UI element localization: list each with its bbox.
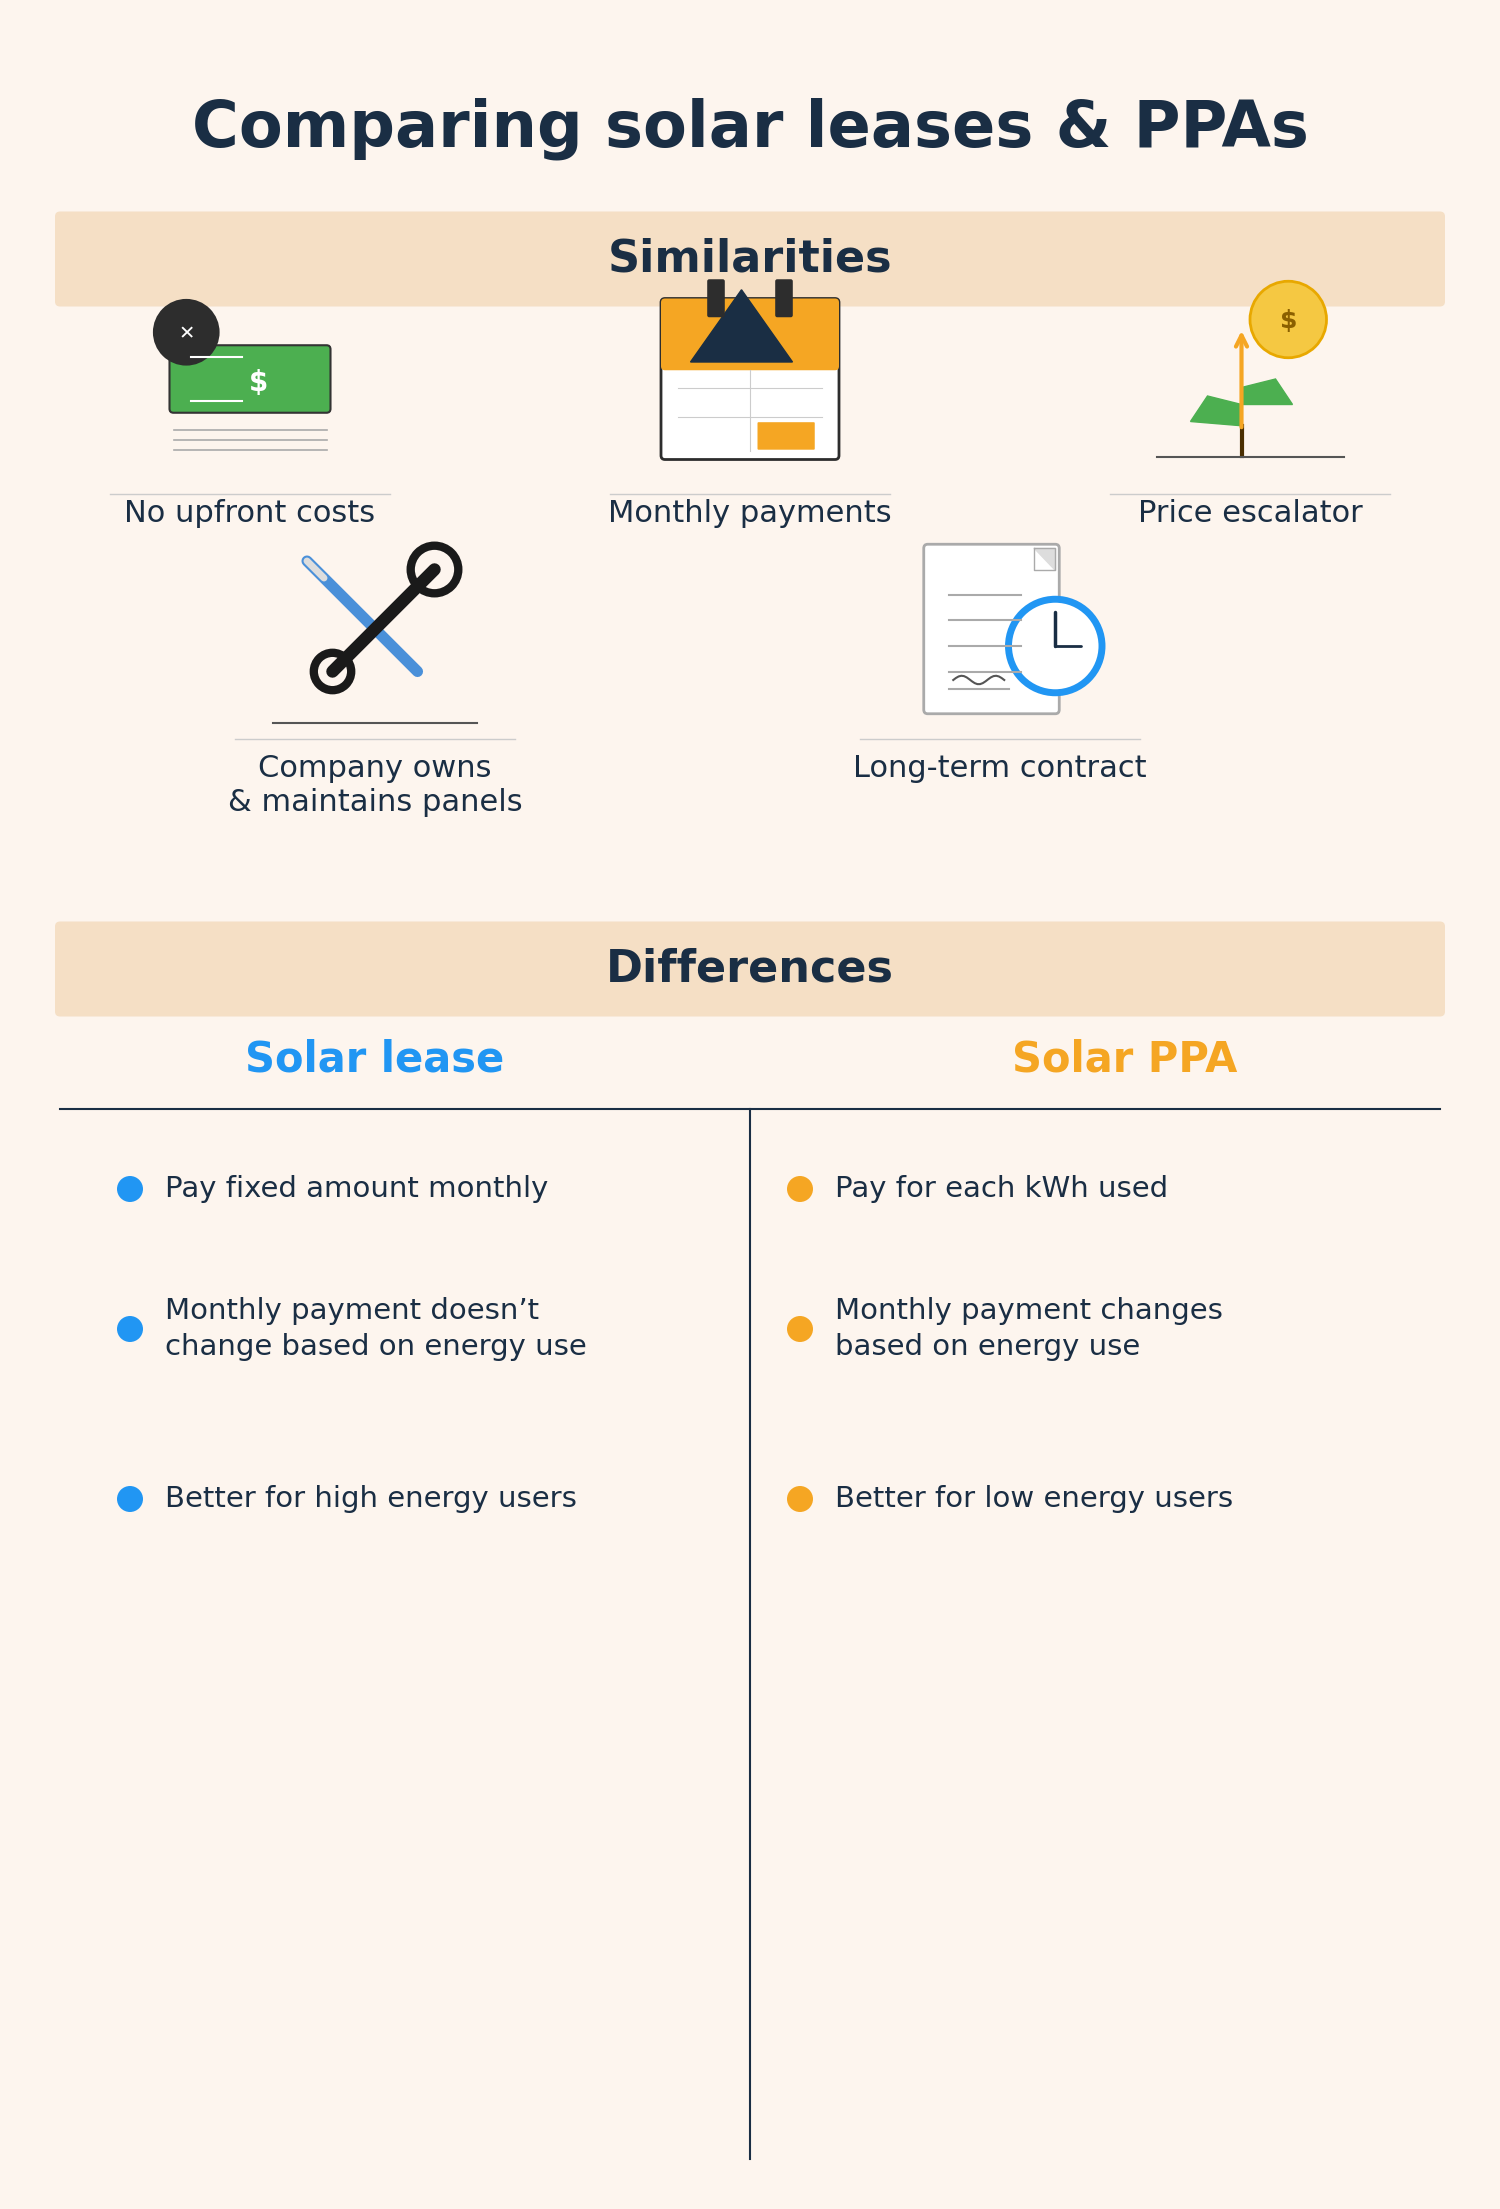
Circle shape [788, 1487, 813, 1511]
FancyBboxPatch shape [776, 278, 794, 318]
Polygon shape [1191, 395, 1242, 426]
Text: Monthly payment changes
based on energy use: Monthly payment changes based on energy … [836, 1297, 1222, 1361]
Text: Price escalator: Price escalator [1137, 499, 1362, 528]
Circle shape [1008, 599, 1102, 694]
Text: Better for high energy users: Better for high energy users [165, 1484, 578, 1513]
Text: Similarities: Similarities [608, 239, 892, 281]
Circle shape [154, 300, 219, 364]
Text: Comparing solar leases & PPAs: Comparing solar leases & PPAs [192, 97, 1308, 161]
Circle shape [1250, 281, 1326, 358]
Text: Better for low energy users: Better for low energy users [836, 1484, 1233, 1513]
Text: Pay fixed amount monthly: Pay fixed amount monthly [165, 1175, 549, 1204]
Polygon shape [690, 289, 792, 362]
Text: Pay for each kWh used: Pay for each kWh used [836, 1175, 1168, 1204]
Text: Company owns
& maintains panels: Company owns & maintains panels [228, 753, 522, 817]
Text: Monthly payment doesn’t
change based on energy use: Monthly payment doesn’t change based on … [165, 1297, 586, 1361]
FancyBboxPatch shape [706, 278, 724, 318]
Text: Differences: Differences [606, 948, 894, 990]
FancyBboxPatch shape [662, 298, 839, 459]
Circle shape [117, 1487, 142, 1511]
Text: Solar lease: Solar lease [246, 1038, 504, 1080]
Text: $: $ [249, 369, 268, 398]
Text: ✕: ✕ [178, 325, 195, 342]
Text: Long-term contract: Long-term contract [853, 753, 1148, 782]
FancyBboxPatch shape [170, 345, 330, 413]
Text: $: $ [1280, 309, 1298, 334]
Text: No upfront costs: No upfront costs [124, 499, 375, 528]
FancyBboxPatch shape [924, 543, 1059, 714]
FancyBboxPatch shape [662, 298, 839, 371]
FancyBboxPatch shape [56, 921, 1444, 1016]
Circle shape [788, 1317, 813, 1343]
FancyBboxPatch shape [56, 212, 1444, 307]
Polygon shape [1034, 548, 1056, 570]
Circle shape [117, 1175, 142, 1202]
Circle shape [117, 1317, 142, 1343]
FancyBboxPatch shape [758, 422, 814, 451]
Polygon shape [1242, 380, 1293, 404]
Circle shape [788, 1175, 813, 1202]
Text: Solar PPA: Solar PPA [1013, 1038, 1238, 1080]
Text: Monthly payments: Monthly payments [608, 499, 892, 528]
